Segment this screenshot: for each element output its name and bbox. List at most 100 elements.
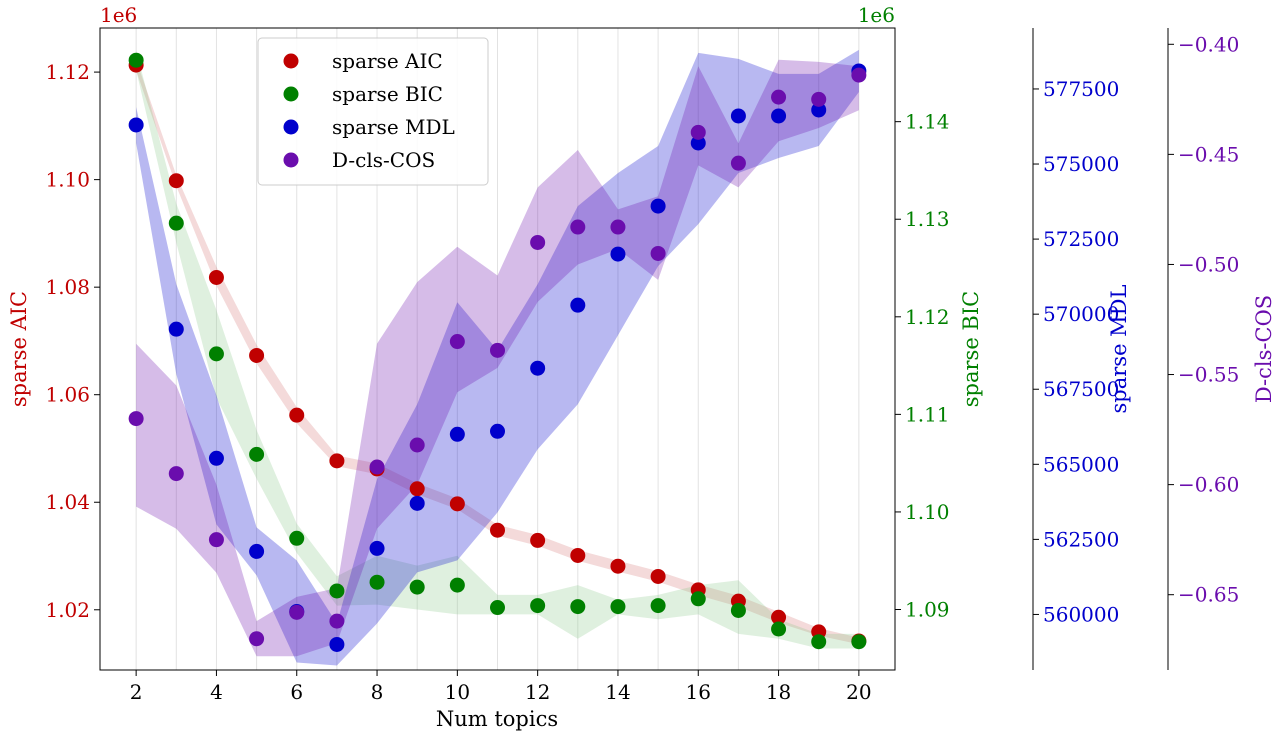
y-tick-label: 1.11 xyxy=(905,402,950,426)
data-point xyxy=(851,634,867,650)
x-tick-label: 14 xyxy=(605,680,630,704)
x-tick-label: 10 xyxy=(445,680,470,704)
data-point xyxy=(208,450,224,466)
data-point xyxy=(208,269,224,285)
data-point xyxy=(409,579,425,595)
data-point xyxy=(570,297,586,313)
y-tick-label: 565000 xyxy=(1043,452,1119,476)
data-point xyxy=(610,246,626,262)
data-point xyxy=(208,346,224,362)
data-points xyxy=(128,52,867,652)
data-point xyxy=(369,574,385,590)
data-point xyxy=(369,459,385,475)
data-point xyxy=(690,135,706,151)
x-tick-label: 6 xyxy=(290,680,303,704)
y-tick-label: 1.08 xyxy=(45,275,90,299)
data-point xyxy=(128,411,144,427)
data-point xyxy=(570,547,586,563)
legend-marker xyxy=(283,86,299,102)
data-point xyxy=(771,89,787,105)
data-point xyxy=(610,599,626,615)
data-point xyxy=(570,599,586,615)
legend-label: sparse AIC xyxy=(332,49,443,73)
data-point xyxy=(329,613,345,629)
data-point xyxy=(449,496,465,512)
data-point xyxy=(168,173,184,189)
data-point xyxy=(650,598,666,614)
y-tick-label: 1.10 xyxy=(45,168,90,192)
y-tick-label: 567500 xyxy=(1043,377,1119,401)
plot-frame xyxy=(99,27,896,671)
y-tick-label: 572500 xyxy=(1043,227,1119,251)
data-point xyxy=(329,453,345,469)
data-point xyxy=(449,577,465,593)
confidence-band xyxy=(136,59,859,657)
data-point xyxy=(530,234,546,250)
x-tick-label: 18 xyxy=(766,680,791,704)
data-point xyxy=(650,568,666,584)
y-tick-label: 1.12 xyxy=(45,60,90,84)
y-tick-label: −0.65 xyxy=(1178,583,1239,607)
x-tick-label: 2 xyxy=(130,680,143,704)
y-tick-label: 1.10 xyxy=(905,500,950,524)
data-point xyxy=(650,198,666,214)
y-axis-label: sparse AIC xyxy=(7,291,31,407)
data-point xyxy=(490,522,505,538)
y-tick-label: 570000 xyxy=(1043,302,1119,326)
y-axis-offset-label: 1e6 xyxy=(100,3,137,27)
x-tick-label: 12 xyxy=(525,680,550,704)
data-point xyxy=(128,117,144,133)
data-point xyxy=(289,407,305,423)
data-point xyxy=(369,540,385,556)
data-point xyxy=(530,532,546,548)
data-point xyxy=(449,334,465,350)
data-point xyxy=(329,583,345,599)
y-tick-label: 560000 xyxy=(1043,602,1119,626)
data-point xyxy=(249,446,265,462)
data-point xyxy=(690,591,706,607)
y-tick-label: −0.40 xyxy=(1178,32,1239,56)
data-point xyxy=(168,321,184,337)
legend-label: sparse BIC xyxy=(332,82,443,106)
legend-marker xyxy=(283,53,299,69)
data-point xyxy=(409,495,425,511)
y-axis-label: D-cls-COS xyxy=(1252,295,1276,403)
data-point xyxy=(168,466,184,482)
legend-label: sparse MDL xyxy=(332,115,455,139)
data-point xyxy=(289,604,305,620)
data-point xyxy=(811,634,827,650)
data-point xyxy=(289,530,305,546)
y-axis-label: sparse MDL xyxy=(1107,284,1131,413)
x-axis-label: Num topics xyxy=(436,707,558,731)
y-tick-label: 577500 xyxy=(1043,77,1119,101)
y-tick-label: −0.45 xyxy=(1178,142,1239,166)
data-point xyxy=(249,631,265,647)
x-tick-label: 4 xyxy=(210,680,223,704)
y-tick-label: 1.09 xyxy=(905,598,950,622)
data-point xyxy=(530,598,546,614)
y-tick-label: −0.55 xyxy=(1178,363,1239,387)
data-point xyxy=(771,609,787,625)
y-tick-label: 1.02 xyxy=(45,598,90,622)
data-point xyxy=(730,155,746,171)
y-tick-label: −0.60 xyxy=(1178,473,1239,497)
data-point xyxy=(811,91,827,107)
data-point xyxy=(530,360,546,376)
legend-marker xyxy=(283,119,299,135)
data-point xyxy=(490,423,505,439)
y-tick-label: 1.13 xyxy=(905,207,950,231)
data-point xyxy=(249,543,265,559)
data-point xyxy=(409,437,425,453)
data-point xyxy=(771,108,787,124)
x-tick-label: 20 xyxy=(846,680,871,704)
data-point xyxy=(730,108,746,124)
data-point xyxy=(811,102,827,118)
y-tick-label: 1.12 xyxy=(905,305,950,329)
data-point xyxy=(771,621,787,637)
data-point xyxy=(650,245,666,261)
data-point xyxy=(610,219,626,235)
data-point xyxy=(690,124,706,140)
data-point xyxy=(128,52,144,68)
y-tick-label: 562500 xyxy=(1043,527,1119,551)
